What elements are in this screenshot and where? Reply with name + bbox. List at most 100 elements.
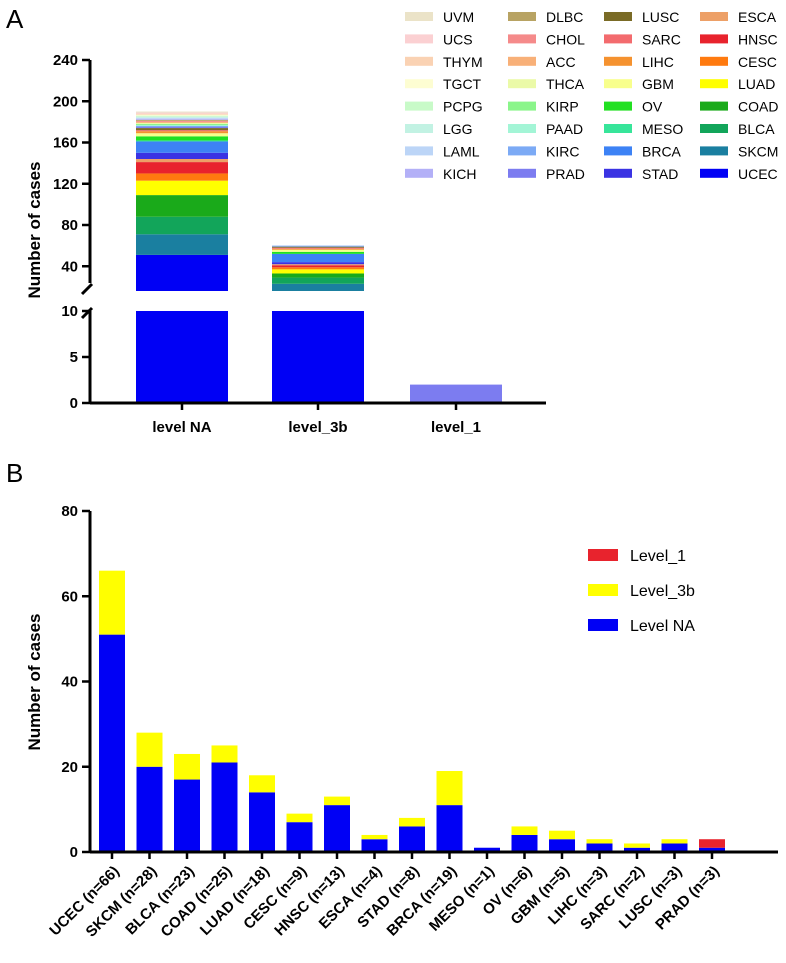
bar-brca-n-19-level-3b	[436, 771, 463, 806]
bar-stack-lihc-n-3	[586, 839, 613, 852]
bar-level-na-uvm-high	[136, 111, 228, 113]
legend-swatch-lgg	[405, 124, 433, 133]
bar-esca-n-4-level-na	[361, 839, 388, 852]
b-y-tick-label-40: 40	[61, 674, 78, 691]
x-tick-label-level-1: level_1	[431, 419, 481, 436]
y-tick-label-10: 10	[61, 303, 78, 320]
bar-level-3b-coad-high	[272, 273, 364, 278]
bar-stad-n-8-level-3b	[399, 817, 425, 827]
legend-label-kirc: KIRC	[546, 143, 579, 159]
y-tick-label-200: 200	[53, 93, 78, 110]
bar-stack-sarc-n-2	[624, 843, 650, 852]
bar-prad-n-3-level-1	[699, 839, 725, 848]
bar-brca-n-19-level-na	[436, 805, 463, 852]
legend-swatch-kirp	[508, 101, 536, 111]
bar-level-na-kirp-high	[136, 123, 228, 125]
legend-swatch-dlbc	[508, 12, 536, 21]
bar-level-na-meso-high	[136, 140, 228, 142]
legend-label-coad: COAD	[738, 99, 778, 115]
legend-label-luad: LUAD	[738, 76, 775, 92]
panel-a-axes: 0 5 10 40 80 120 160 200 240 level NA level_3b leve…	[53, 52, 546, 436]
legend-label-laml: LAML	[443, 143, 480, 159]
bar-cesc-n-9-level-na	[286, 822, 313, 852]
b-legend-swatch-level-1	[588, 549, 618, 561]
bar-level-na-esca-high	[136, 159, 228, 163]
bar-ucec-n-66-level-na	[99, 634, 125, 852]
bar-prad-n-3-level-na	[699, 847, 725, 852]
legend-swatch-lihc	[604, 56, 632, 66]
bar-stack-brca-n-19	[436, 771, 463, 852]
legend-label-thca: THCA	[546, 76, 585, 92]
b-y-tick-label-60: 60	[61, 588, 78, 605]
y-tick-label-160: 160	[53, 135, 78, 152]
legend-label-cesc: CESC	[738, 54, 777, 70]
y-tick-label-80: 80	[61, 217, 78, 234]
bar-skcm-n-28-level-na	[136, 766, 163, 852]
legend-swatch-acc	[508, 56, 536, 66]
bar-level-na-luad-high	[136, 180, 228, 196]
bar-level-3b-esca-high	[272, 264, 364, 266]
legend-swatch-coad	[700, 101, 728, 111]
bar-stack-luad-n-18	[249, 775, 275, 852]
bar-level-na-skcm-high	[136, 234, 228, 255]
legend-swatch-stad	[604, 168, 632, 178]
bar-stack-blca-n-23	[174, 753, 200, 852]
bar-stack-coad-n-25	[211, 745, 238, 852]
bar-lusc-n-3-level-na	[661, 843, 688, 852]
legend-swatch-paad	[508, 124, 536, 133]
bar-stack-level-na	[136, 111, 228, 403]
panel-a-ylabel: Number of cases	[25, 162, 44, 299]
bar-blca-n-23-level-3b	[174, 753, 200, 780]
bar-level-3b-ov-high	[272, 251, 364, 254]
bar-sarc-n-2-level-3b	[624, 843, 650, 848]
bar-lusc-n-3-level-3b	[661, 839, 688, 844]
bar-level-3b-hnsc-high	[272, 265, 364, 268]
bar-stack-gbm-n-5	[549, 830, 575, 852]
bar-esca-n-4-level-3b	[361, 834, 388, 840]
legend-label-skcm: SKCM	[738, 143, 778, 159]
bar-level-na-dlbc-high	[136, 119, 228, 121]
bar-level-na-stad-high	[136, 152, 228, 159]
bar-coad-n-25-level-na	[211, 762, 238, 852]
legend-swatch-sarc	[604, 34, 632, 44]
legend-swatch-uvm	[405, 12, 433, 21]
bar-gbm-n-5-level-na	[549, 839, 575, 852]
bar-sarc-n-2-level-na	[624, 847, 650, 852]
y-tick-label-0: 0	[70, 395, 78, 412]
bar-level-3b-brca-high	[272, 253, 364, 263]
legend-swatch-chol	[508, 34, 536, 44]
bar-level-3b-lusc-high	[272, 246, 364, 248]
b-y-tick-label-0: 0	[70, 844, 78, 861]
bar-stack-level-1	[410, 384, 502, 403]
x-tick-label-level-3b: level_3b	[288, 419, 347, 436]
bar-level-na-ov-high	[136, 136, 228, 141]
b-legend-swatch-level-3b	[588, 584, 618, 596]
legend-label-brca: BRCA	[642, 143, 682, 159]
bar-stack-lusc-n-3	[661, 839, 688, 852]
bar-lihc-n-3-level-na	[586, 843, 613, 852]
legend-swatch-ucec	[700, 168, 728, 178]
b-legend-swatch-level-na	[588, 619, 618, 631]
legend-swatch-esca	[700, 12, 728, 21]
legend-label-meso: MESO	[642, 121, 683, 137]
legend-label-blca: BLCA	[738, 121, 775, 137]
legend-label-acc: ACC	[546, 54, 576, 70]
bar-lihc-n-3-level-3b	[586, 839, 613, 844]
legend-swatch-brca	[604, 146, 632, 156]
y-tick-label-5: 5	[70, 349, 78, 366]
x-tick-label-level-na: level NA	[152, 419, 211, 436]
legend-label-prad: PRAD	[546, 166, 585, 182]
bar-level-1-prad-low	[410, 384, 502, 403]
legend-label-thym: THYM	[443, 54, 483, 70]
y-tick-label-40: 40	[61, 258, 78, 275]
legend-label-kich: KICH	[443, 166, 476, 182]
legend-label-hnsc: HNSC	[738, 31, 778, 47]
panel-a-letter: A	[6, 4, 24, 34]
axis-break-mark-bottom	[80, 306, 94, 320]
legend-swatch-laml	[405, 146, 433, 156]
bar-level-na-acc-high	[136, 121, 228, 123]
bar-level-3b-stad-high	[272, 262, 364, 265]
